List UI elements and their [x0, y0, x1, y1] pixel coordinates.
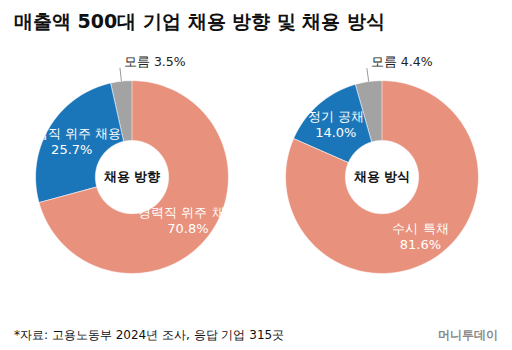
svg-text:신입직 위주 채용25.7%: 신입직 위주 채용25.7% [22, 126, 121, 157]
svg-text:모름 3.5%: 모름 3.5% [123, 54, 185, 69]
svg-text:수시 특채81.6%: 수시 특채81.6% [392, 221, 448, 252]
html-text:매출액 500대 기업 채용 방향 및 채용 방식: 매출액 500대 기업 채용 방향 및 채용 방식 [14, 10, 385, 32]
svg-text:모름 4.4%: 모름 4.4% [370, 54, 432, 69]
html-text:머니투데이: 머니투데이 [438, 328, 498, 342]
svg-text:정기 공채14.0%: 정기 공채14.0% [307, 109, 363, 140]
svg-text:채용 방향: 채용 방향 [102, 169, 160, 184]
html-text:*자료: 고용노동부 2024년 조사, 응답 기업 315: *자료: 고용노동부 2024년 조사, 응답 기업 315곳 [14, 328, 285, 342]
svg-text:경력직 위주 채용70.8%: 경력직 위주 채용70.8% [138, 205, 237, 236]
svg-text:채용 방식: 채용 방식 [352, 169, 410, 184]
